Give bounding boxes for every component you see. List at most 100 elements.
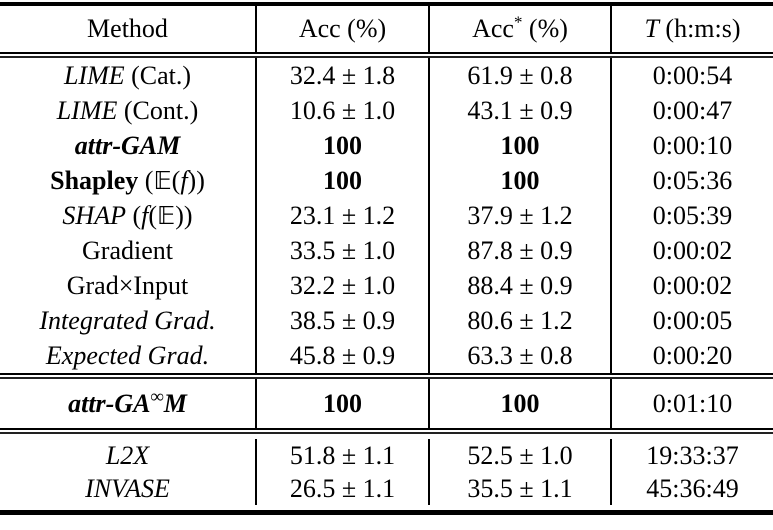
method-cell: attr-GAM: [0, 128, 255, 163]
text-part: Gradient: [82, 236, 173, 265]
acc-star-cell: 43.1 ± 0.9: [428, 93, 610, 128]
col-header-acc: Acc (%): [255, 6, 428, 52]
text-part: (: [171, 166, 181, 195]
acc-cell: 100: [255, 379, 428, 428]
time-cell: 0:05:36: [610, 163, 773, 198]
text-part: attr-GAM: [74, 131, 181, 160]
text-part: (Cont.): [117, 96, 199, 125]
method-cell: INVASE: [0, 472, 255, 505]
text-part: 𝔼: [157, 201, 176, 230]
method-cell: SHAP (f(𝔼)): [0, 198, 255, 233]
method-cell: Expected Grad.: [0, 338, 255, 373]
time-cell: 0:01:10: [610, 379, 773, 428]
acc-cell: 33.5 ± 1.0: [255, 233, 428, 268]
table-row: LIME (Cat.) 32.4 ± 1.8 61.9 ± 0.8 0:00:54: [0, 58, 773, 93]
acc-star-cell: 61.9 ± 0.8: [428, 58, 610, 93]
method-cell: Grad×Input: [0, 268, 255, 303]
time-cell: 0:00:54: [610, 58, 773, 93]
acc-cell: 38.5 ± 0.9: [255, 303, 428, 338]
header-double-rule: [0, 52, 773, 58]
table-row: INVASE 26.5 ± 1.1 35.5 ± 1.1 45:36:49: [0, 472, 773, 505]
text-part: T: [644, 14, 659, 43]
col-header-time: T (h:m:s): [610, 6, 773, 52]
text-part: SHAP: [62, 201, 126, 230]
section-double-rule-2: [0, 428, 773, 434]
col-header-method: Method: [0, 6, 255, 52]
method-cell: LIME (Cat.): [0, 58, 255, 93]
text-part: (Cat.): [124, 61, 192, 90]
text-part: Expected Grad.: [45, 341, 210, 370]
text-part: LIME: [56, 96, 118, 125]
acc-star-cell: 80.6 ± 1.2: [428, 303, 610, 338]
time-cell: 0:00:10: [610, 128, 773, 163]
acc-cell: 10.6 ± 1.0: [255, 93, 428, 128]
acc-cell: 32.2 ± 1.0: [255, 268, 428, 303]
text-part: (: [138, 166, 154, 195]
time-cell: 0:00:47: [610, 93, 773, 128]
acc-star-cell: 100: [428, 163, 610, 198]
table-row: Expected Grad. 45.8 ± 0.9 63.3 ± 0.8 0:00:2…: [0, 338, 773, 373]
table-row: SHAP (f(𝔼)) 23.1 ± 1.2 37.9 ± 1.2 0:05:39: [0, 198, 773, 233]
table-row: Integrated Grad. 38.5 ± 0.9 80.6 ± 1.2 0:00…: [0, 303, 773, 338]
method-cell: Shapley (𝔼(f)): [0, 163, 255, 198]
table-row: LIME (Cont.) 10.6 ± 1.0 43.1 ± 0.9 0:00:47: [0, 93, 773, 128]
text-part: Acc (%): [298, 14, 387, 43]
method-cell: LIME (Cont.): [0, 93, 255, 128]
acc-cell: 100: [255, 128, 428, 163]
section-double-rule-1: [0, 373, 773, 379]
text-part: INVASE: [85, 474, 170, 503]
table-row: attr-GAM 100 100 0:00:10: [0, 128, 773, 163]
bottom-rule: [0, 510, 773, 515]
top-rule: [0, 2, 773, 6]
method-cell: Integrated Grad.: [0, 303, 255, 338]
acc-cell: 32.4 ± 1.8: [255, 58, 428, 93]
method-cell: L2X: [0, 439, 255, 472]
acc-star-cell: 52.5 ± 1.0: [428, 439, 610, 472]
time-cell: 19:33:37: [610, 439, 773, 472]
col-header-acc-star: Acc* (%): [428, 6, 610, 52]
table-row: Grad×Input 32.2 ± 1.0 88.4 ± 0.9 0:00:02: [0, 268, 773, 303]
text-part: (: [125, 201, 142, 230]
acc-star-cell: 63.3 ± 0.8: [428, 338, 610, 373]
acc-star-cell: 100: [428, 379, 610, 428]
time-cell: 0:00:02: [610, 233, 773, 268]
time-cell: 0:00:05: [610, 303, 773, 338]
table-row: L2X 51.8 ± 1.1 52.5 ± 1.0 19:33:37: [0, 439, 773, 472]
acc-star-cell: 100: [428, 128, 610, 163]
acc-star-cell: 88.4 ± 0.9: [428, 268, 610, 303]
acc-cell: 51.8 ± 1.1: [255, 439, 428, 472]
acc-cell: 100: [255, 163, 428, 198]
table-section-attr-ga-inf-m: attr-GA∞M 100 100 0:01:10: [0, 379, 773, 428]
time-cell: 0:00:20: [610, 338, 773, 373]
text-part: *: [513, 12, 523, 32]
method-cell: Gradient: [0, 233, 255, 268]
text-part: attr-GA: [68, 389, 151, 418]
results-table: Method Acc (%) Acc* (%) T (h:m:s) LIME (Cat…: [0, 2, 773, 515]
time-cell: 0:00:02: [610, 268, 773, 303]
table-row: Shapley (𝔼(f)) 100 100 0:05:36: [0, 163, 773, 198]
acc-cell: 23.1 ± 1.2: [255, 198, 428, 233]
text-part: (: [148, 201, 158, 230]
acc-cell: 26.5 ± 1.1: [255, 472, 428, 505]
table-section-baselines: L2X 51.8 ± 1.1 52.5 ± 1.0 19:33:37 INVASE 26.…: [0, 434, 773, 510]
method-cell: attr-GA∞M: [0, 379, 255, 428]
text-part: f: [141, 201, 149, 230]
text-part: )): [187, 166, 205, 195]
text-part: ∞: [150, 386, 164, 408]
text-part: (%): [522, 14, 568, 43]
acc-star-cell: 35.5 ± 1.1: [428, 472, 610, 505]
time-cell: 0:05:39: [610, 198, 773, 233]
table-section-main: LIME (Cat.) 32.4 ± 1.8 61.9 ± 0.8 0:00:54 LI…: [0, 58, 773, 373]
text-part: Acc: [472, 14, 514, 43]
table-header-row: Method Acc (%) Acc* (%) T (h:m:s): [0, 6, 773, 52]
time-cell: 45:36:49: [610, 472, 773, 505]
text-part: Method: [87, 14, 168, 43]
acc-cell: 45.8 ± 0.9: [255, 338, 428, 373]
text-part: M: [163, 389, 187, 418]
acc-star-cell: 37.9 ± 1.2: [428, 198, 610, 233]
text-part: (h:m:s): [658, 14, 741, 43]
text-part: Shapley: [50, 166, 139, 195]
text-part: Integrated Grad.: [39, 306, 216, 335]
text-part: Grad×Input: [66, 271, 189, 300]
text-part: )): [175, 201, 193, 230]
